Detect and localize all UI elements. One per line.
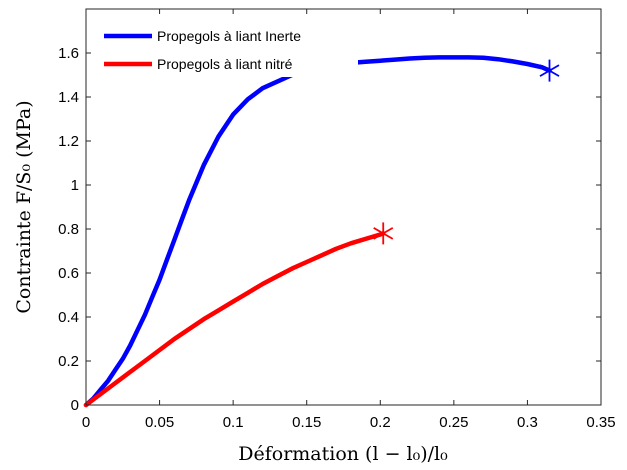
series-end-marker-0 — [539, 59, 560, 82]
y-axis-title: Contrainte F/S₀ (MPa) — [13, 100, 35, 313]
y-tick-label: 0 — [71, 397, 79, 414]
series-end-marker-1 — [373, 222, 394, 245]
x-tick-label: 0.05 — [145, 414, 174, 431]
legend-label-inerte: Propegols à liant Inerte — [157, 28, 301, 44]
y-tick-label: 0.6 — [58, 265, 79, 282]
y-tick-label: 1.4 — [58, 89, 79, 106]
y-tick-label: 0.8 — [58, 221, 79, 238]
x-tick-label: 0.15 — [292, 414, 321, 431]
legend-label-nitre: Propegols à liant nitré — [157, 56, 293, 72]
y-tick-label: 0.2 — [58, 353, 79, 370]
series-layer — [83, 55, 560, 408]
x-axis-title: Déformation (l − l₀)/l₀ — [238, 443, 448, 465]
x-tick-label: 0.3 — [517, 414, 538, 431]
x-tick-label: 0.2 — [370, 414, 391, 431]
series-line-1 — [83, 231, 386, 408]
x-tick-label: 0.35 — [586, 414, 615, 431]
series-line-0 — [83, 55, 552, 408]
y-tick-label: 1 — [71, 177, 79, 194]
x-tick-label: 0.1 — [223, 414, 244, 431]
tick-layer: 0 0.05 0.1 0.15 0.2 0.25 0.3 0.35 0 0.2 0.4 0.6 0.8 1… — [58, 9, 616, 431]
y-tick-label: 1.2 — [58, 133, 79, 150]
legend: Propegols à liant Inerte Propegols à lia… — [96, 21, 358, 77]
legend-box — [96, 21, 358, 77]
x-tick-label: 0.25 — [439, 414, 468, 431]
y-tick-label: 1.6 — [58, 45, 79, 62]
y-tick-label: 0.4 — [58, 309, 79, 326]
x-tick-label: 0 — [82, 414, 90, 431]
